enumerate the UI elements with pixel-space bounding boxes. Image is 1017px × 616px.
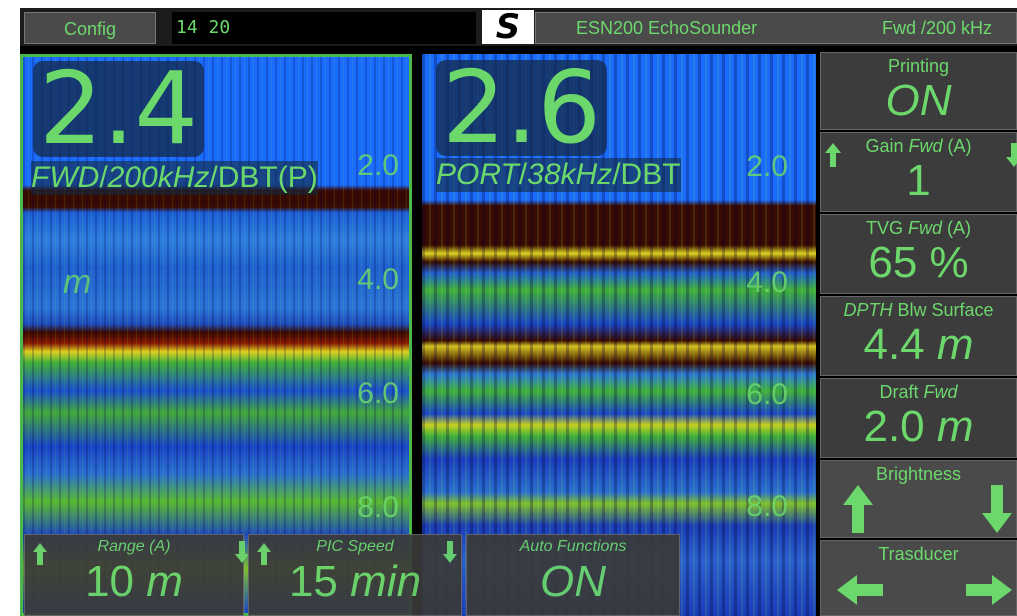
pic-speed-label: PIC Speed bbox=[316, 538, 394, 555]
depth-reference: DBT(P) bbox=[217, 161, 318, 194]
draft-button[interactable]: Draft Fwd 2.0 m bbox=[820, 378, 1017, 458]
transducer-freq: 200kHz bbox=[107, 161, 210, 194]
depth-readout-port: 2.6 bbox=[436, 58, 608, 158]
range-label: Range (A) bbox=[97, 538, 171, 555]
tvg-control[interactable]: TVG Fwd (A) 65 % bbox=[820, 214, 1017, 294]
mode-indicator[interactable]: Fwd /200 kHz bbox=[881, 18, 992, 38]
brand-logo: S bbox=[482, 10, 534, 44]
scale-label: 6.0 bbox=[746, 378, 788, 411]
transducer-control[interactable]: Trasducer bbox=[820, 540, 1017, 616]
scale-label: 8.0 bbox=[746, 490, 788, 523]
transducer-freq: 38kHz bbox=[527, 158, 613, 191]
depth-below-surface-button[interactable]: DPTH Blw Surface 4.4 m bbox=[820, 296, 1017, 376]
brightness-label: Brightness bbox=[875, 464, 962, 484]
pic-speed-control[interactable]: PIC Speed 15 min bbox=[248, 534, 462, 616]
pic-speed-up-arrow-icon[interactable] bbox=[257, 543, 271, 565]
range-control[interactable]: Range (A) 10 m bbox=[24, 534, 249, 616]
transducer-label-port: PORT/38kHz/DBT bbox=[436, 158, 681, 192]
tvg-label: TVG Fwd (A) bbox=[865, 218, 972, 238]
auto-functions-label: Auto Functions bbox=[519, 538, 627, 555]
scale-label: 6.0 bbox=[357, 377, 399, 410]
gain-down-arrow-icon[interactable] bbox=[1006, 143, 1017, 167]
depth-reference: DBT bbox=[620, 158, 681, 191]
unit-label: m bbox=[63, 263, 92, 301]
gain-control[interactable]: Gain Fwd (A) 1 bbox=[820, 132, 1017, 212]
top-bar: Config 14 20 S ESN200 EchoSounder Fwd /2… bbox=[20, 8, 1017, 46]
gain-label: Gain Fwd (A) bbox=[865, 136, 972, 156]
scale-label: 8.0 bbox=[357, 491, 399, 524]
app-title: ESN200 EchoSounder bbox=[576, 18, 758, 38]
gain-up-arrow-icon[interactable] bbox=[825, 143, 841, 167]
scale-label: 4.0 bbox=[746, 266, 788, 299]
echosounder-screen: Config 14 20 S ESN200 EchoSounder Fwd /2… bbox=[20, 8, 1017, 616]
scale-label: 2.0 bbox=[357, 149, 399, 182]
brightness-control[interactable]: Brightness bbox=[820, 460, 1017, 538]
printing-button[interactable]: Printing ON bbox=[820, 52, 1017, 130]
transducer-label-fwd: FWD/200kHz/DBT(P) bbox=[31, 161, 318, 195]
depth-below-surface-label: DPTH Blw Surface bbox=[843, 300, 994, 320]
transducer-label: Trasducer bbox=[878, 544, 959, 564]
transducer-name: FWD bbox=[31, 161, 100, 194]
echogram-port-panel[interactable]: 2.6 PORT/38kHz/DBT 2.0 4.0 6.0 8.0 bbox=[422, 54, 816, 616]
scale-label: 2.0 bbox=[746, 150, 788, 183]
tvg-value: 65 % bbox=[868, 238, 969, 287]
title-bar: ESN200 EchoSounder Fwd /200 kHz bbox=[535, 12, 1017, 44]
transducer-left-arrow-icon[interactable] bbox=[837, 575, 883, 605]
pic-speed-value: 15 min bbox=[288, 557, 422, 606]
transducer-name: PORT bbox=[436, 158, 519, 191]
brightness-down-arrow-icon[interactable] bbox=[982, 485, 1012, 533]
printing-label: Printing bbox=[887, 56, 950, 76]
auto-functions-button[interactable]: Auto Functions ON bbox=[466, 534, 680, 616]
range-up-arrow-icon[interactable] bbox=[33, 543, 47, 565]
brightness-up-arrow-icon[interactable] bbox=[843, 485, 873, 533]
range-down-arrow-icon[interactable] bbox=[235, 541, 249, 563]
depth-readout-fwd: 2.4 bbox=[33, 59, 205, 159]
config-button[interactable]: Config bbox=[24, 12, 156, 44]
range-value: 10 m bbox=[85, 557, 183, 606]
time-display: 14 20 bbox=[172, 12, 476, 44]
depth-below-surface-value: 4.4 m bbox=[863, 320, 974, 369]
auto-functions-value: ON bbox=[540, 557, 606, 606]
draft-value: 2.0 m bbox=[863, 402, 974, 451]
printing-value: ON bbox=[885, 76, 952, 125]
scale-label: 4.0 bbox=[357, 263, 399, 296]
echogram-fwd-panel[interactable]: 2.4 FWD/200kHz/DBT(P) m 2.0 4.0 6.0 8.0 bbox=[20, 54, 412, 616]
gain-value: 1 bbox=[906, 156, 931, 205]
pic-speed-down-arrow-icon[interactable] bbox=[443, 541, 457, 563]
draft-label: Draft Fwd bbox=[879, 382, 958, 402]
transducer-right-arrow-icon[interactable] bbox=[966, 575, 1012, 605]
